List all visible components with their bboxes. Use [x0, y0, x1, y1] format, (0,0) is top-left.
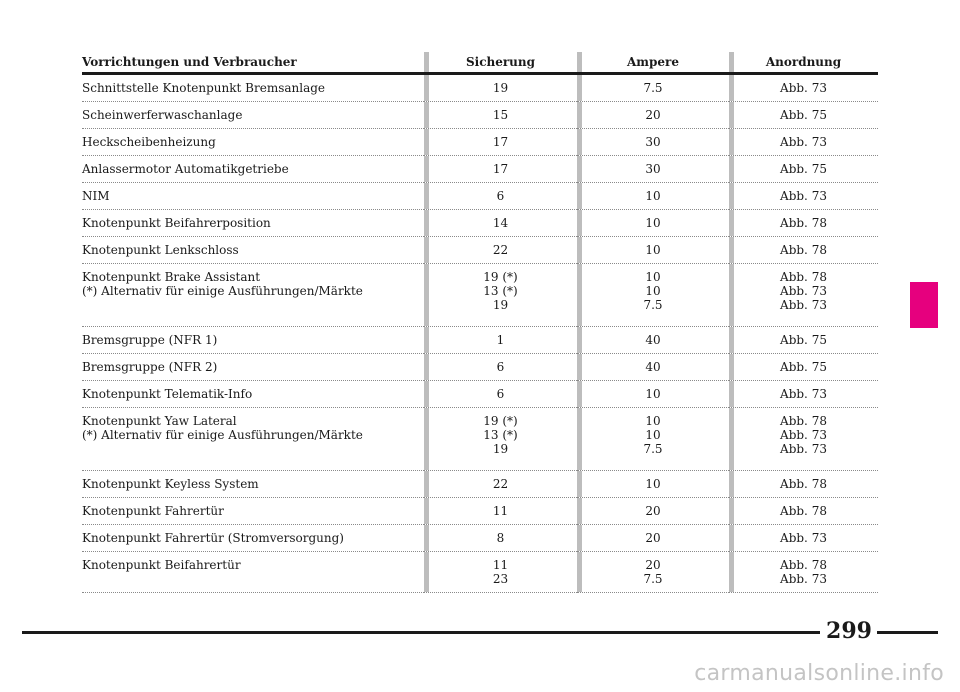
location-cell: Abb. 78 — [729, 236, 878, 264]
fuse-table: Vorrichtungen und Verbraucher Sicherung … — [82, 52, 878, 593]
device-cell: Knotenpunkt Fahrertür (Stromversorgung) — [82, 524, 424, 552]
device-cell: Knotenpunkt Brake Assistant (*) Alternat… — [82, 263, 424, 327]
device-cell: Heckscheibenheizung — [82, 128, 424, 156]
table-row: Knotenpunkt Yaw Lateral (*) Alternativ f… — [82, 407, 878, 471]
device-cell: Schnittstelle Knotenpunkt Bremsanlage — [82, 73, 424, 102]
fuse-cell: 1 — [424, 326, 577, 354]
section-tab-marker — [910, 282, 938, 328]
location-cell: Abb. 75 — [729, 101, 878, 129]
fuse-cell: 11 23 — [424, 551, 577, 593]
table-row: Bremsgruppe (NFR 2) 6 40 Abb. 75 — [82, 353, 878, 381]
ampere-cell: 20 — [577, 497, 729, 525]
location-cell: Abb. 78 — [729, 209, 878, 237]
header-fuse: Sicherung — [424, 52, 577, 75]
ampere-cell: 30 — [577, 155, 729, 183]
ampere-cell: 30 — [577, 128, 729, 156]
fuse-cell: 19 — [424, 73, 577, 102]
ampere-cell: 10 — [577, 236, 729, 264]
device-cell: NIM — [82, 182, 424, 210]
ampere-cell: 20 — [577, 524, 729, 552]
device-cell: Scheinwerferwaschanlage — [82, 101, 424, 129]
fuse-cell: 14 — [424, 209, 577, 237]
fuse-cell: 11 — [424, 497, 577, 525]
fuse-cell: 8 — [424, 524, 577, 552]
fuse-cell: 17 — [424, 128, 577, 156]
table-row: Heckscheibenheizung 17 30 Abb. 73 — [82, 128, 878, 156]
fuse-cell: 15 — [424, 101, 577, 129]
table-row: Anlassermotor Automatikgetriebe 17 30 Ab… — [82, 155, 878, 183]
table-row: NIM 6 10 Abb. 73 — [82, 182, 878, 210]
location-cell: Abb. 75 — [729, 326, 878, 354]
footer-rule-right — [877, 631, 938, 634]
location-cell: Abb. 73 — [729, 128, 878, 156]
fuse-cell: 19 (*) 13 (*) 19 — [424, 407, 577, 471]
table-row: Knotenpunkt Beifahrerposition 14 10 Abb.… — [82, 209, 878, 237]
device-cell: Knotenpunkt Beifahrerposition — [82, 209, 424, 237]
fuse-cell: 17 — [424, 155, 577, 183]
ampere-cell: 10 10 7.5 — [577, 263, 729, 327]
device-cell: Knotenpunkt Keyless System — [82, 470, 424, 498]
header-location: Anordnung — [729, 52, 878, 75]
fuse-cell: 6 — [424, 380, 577, 408]
location-cell: Abb. 78 Abb. 73 Abb. 73 — [729, 407, 878, 471]
footer-rule-left — [22, 631, 820, 634]
table-row: Bremsgruppe (NFR 1) 1 40 Abb. 75 — [82, 326, 878, 354]
ampere-cell: 20 — [577, 101, 729, 129]
ampere-cell: 20 7.5 — [577, 551, 729, 593]
table-row: Knotenpunkt Beifahrertür 11 23 20 7.5 Ab… — [82, 551, 878, 593]
ampere-cell: 10 — [577, 380, 729, 408]
device-cell: Anlassermotor Automatikgetriebe — [82, 155, 424, 183]
device-cell: Bremsgruppe (NFR 2) — [82, 353, 424, 381]
ampere-cell: 10 — [577, 182, 729, 210]
location-cell: Abb. 73 — [729, 380, 878, 408]
device-cell: Bremsgruppe (NFR 1) — [82, 326, 424, 354]
device-cell: Knotenpunkt Beifahrertür — [82, 551, 424, 593]
device-cell: Knotenpunkt Lenkschloss — [82, 236, 424, 264]
ampere-cell: 40 — [577, 353, 729, 381]
table-row: Scheinwerferwaschanlage 15 20 Abb. 75 — [82, 101, 878, 129]
header-devices: Vorrichtungen und Verbraucher — [82, 52, 424, 75]
table-row: Knotenpunkt Telematik-Info 6 10 Abb. 73 — [82, 380, 878, 408]
location-cell: Abb. 78 — [729, 497, 878, 525]
location-cell: Abb. 73 — [729, 73, 878, 102]
table-row: Schnittstelle Knotenpunkt Bremsanlage 19… — [82, 73, 878, 102]
location-cell: Abb. 78 — [729, 470, 878, 498]
fuse-cell: 22 — [424, 470, 577, 498]
watermark: carmanualsonline.info — [694, 661, 944, 686]
device-cell: Knotenpunkt Fahrertür — [82, 497, 424, 525]
table-row: Knotenpunkt Lenkschloss 22 10 Abb. 78 — [82, 236, 878, 264]
fuse-cell: 22 — [424, 236, 577, 264]
ampere-cell: 7.5 — [577, 73, 729, 102]
table-row: Knotenpunkt Brake Assistant (*) Alternat… — [82, 263, 878, 327]
device-cell: Knotenpunkt Yaw Lateral (*) Alternativ f… — [82, 407, 424, 471]
page-number: 299 — [826, 618, 872, 644]
ampere-cell: 10 — [577, 470, 729, 498]
location-cell: Abb. 78 Abb. 73 — [729, 551, 878, 593]
location-cell: Abb. 78 Abb. 73 Abb. 73 — [729, 263, 878, 327]
location-cell: Abb. 73 — [729, 182, 878, 210]
fuse-cell: 19 (*) 13 (*) 19 — [424, 263, 577, 327]
ampere-cell: 10 — [577, 209, 729, 237]
ampere-cell: 10 10 7.5 — [577, 407, 729, 471]
fuse-cell: 6 — [424, 182, 577, 210]
table-header-row: Vorrichtungen und Verbraucher Sicherung … — [82, 52, 878, 75]
table-row: Knotenpunkt Fahrertür 11 20 Abb. 78 — [82, 497, 878, 525]
location-cell: Abb. 75 — [729, 155, 878, 183]
fuse-cell: 6 — [424, 353, 577, 381]
table-row: Knotenpunkt Fahrertür (Stromversorgung) … — [82, 524, 878, 552]
header-ampere: Ampere — [577, 52, 729, 75]
table-row: Knotenpunkt Keyless System 22 10 Abb. 78 — [82, 470, 878, 498]
location-cell: Abb. 75 — [729, 353, 878, 381]
location-cell: Abb. 73 — [729, 524, 878, 552]
device-cell: Knotenpunkt Telematik-Info — [82, 380, 424, 408]
ampere-cell: 40 — [577, 326, 729, 354]
